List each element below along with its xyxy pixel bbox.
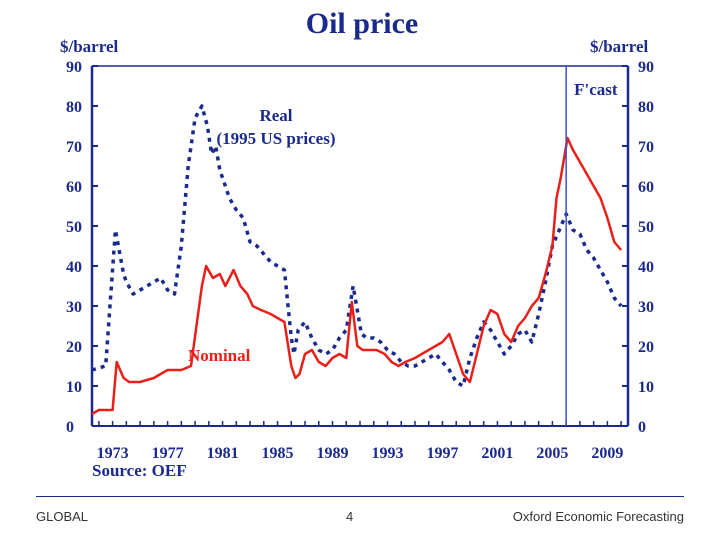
y-tick-label-right: 0 bbox=[638, 419, 646, 436]
chart-title: Oil price bbox=[306, 7, 418, 40]
footer-divider bbox=[36, 496, 684, 497]
forecast-layer: F'cast bbox=[565, 66, 618, 426]
x-tick-label: 2009 bbox=[591, 445, 623, 462]
y-tick-label-right: 80 bbox=[638, 99, 654, 116]
plot-frame bbox=[90, 65, 630, 427]
series-line-real bbox=[91, 104, 623, 388]
y-tick-label-left: 90 bbox=[66, 59, 82, 76]
x-tick-label: 1993 bbox=[371, 445, 403, 462]
x-axis: 1973 1977 1981 1985 1989 1993 1997 2001 2005 2009 bbox=[97, 421, 623, 462]
x-tick-label: 1981 bbox=[207, 445, 239, 462]
y-tick-label-left: 50 bbox=[66, 219, 82, 236]
right-axis-unit: $/barrel bbox=[590, 37, 649, 56]
series-line-nominal bbox=[91, 136, 623, 416]
y-tick-label-right: 90 bbox=[638, 59, 654, 76]
x-tick-label: 1989 bbox=[317, 445, 349, 462]
y-axis-left: 0 10 20 30 40 50 60 70 80 90 bbox=[66, 59, 98, 436]
y-tick-label-right: 30 bbox=[638, 299, 654, 316]
y-tick-label-left: 10 bbox=[66, 379, 82, 396]
y-tick-label-left: 40 bbox=[66, 259, 82, 276]
y-tick-label-right: 70 bbox=[638, 139, 654, 156]
annotation-nominal: Nominal bbox=[188, 346, 251, 365]
y-tick-label-left: 60 bbox=[66, 179, 82, 196]
footer-company: Oxford Economic Forecasting bbox=[512, 509, 684, 524]
y-tick-label-left: 70 bbox=[66, 139, 82, 156]
x-tick-label: 2005 bbox=[536, 445, 568, 462]
y-tick-label-right: 60 bbox=[638, 179, 654, 196]
x-tick-label: 1985 bbox=[262, 445, 294, 462]
forecast-label: F'cast bbox=[574, 80, 618, 99]
y-tick-label-right: 20 bbox=[638, 339, 654, 356]
x-tick-label: 1977 bbox=[152, 445, 184, 462]
y-tick-label-left: 80 bbox=[66, 99, 82, 116]
y-axis-right: 0 10 20 30 40 50 60 70 80 90 bbox=[622, 59, 654, 436]
y-tick-label-left: 20 bbox=[66, 339, 82, 356]
y-tick-label-left: 0 bbox=[66, 419, 74, 436]
footer-left-label: GLOBAL bbox=[36, 509, 89, 524]
y-tick-label-right: 50 bbox=[638, 219, 654, 236]
series-layer bbox=[91, 104, 623, 416]
footer-page-number: 4 bbox=[346, 509, 354, 524]
x-tick-label: 1973 bbox=[97, 445, 129, 462]
y-tick-label-right: 10 bbox=[638, 379, 654, 396]
source-note: Source: OEF bbox=[92, 461, 187, 480]
annotation-real: Real bbox=[259, 106, 292, 125]
annotation-real-basis: (1995 US prices) bbox=[217, 129, 336, 148]
left-axis-unit: $/barrel bbox=[60, 37, 119, 56]
x-tick-label: 2001 bbox=[481, 445, 513, 462]
x-tick-label: 1997 bbox=[426, 445, 458, 462]
y-tick-label-right: 40 bbox=[638, 259, 654, 276]
y-tick-label-left: 30 bbox=[66, 299, 82, 316]
